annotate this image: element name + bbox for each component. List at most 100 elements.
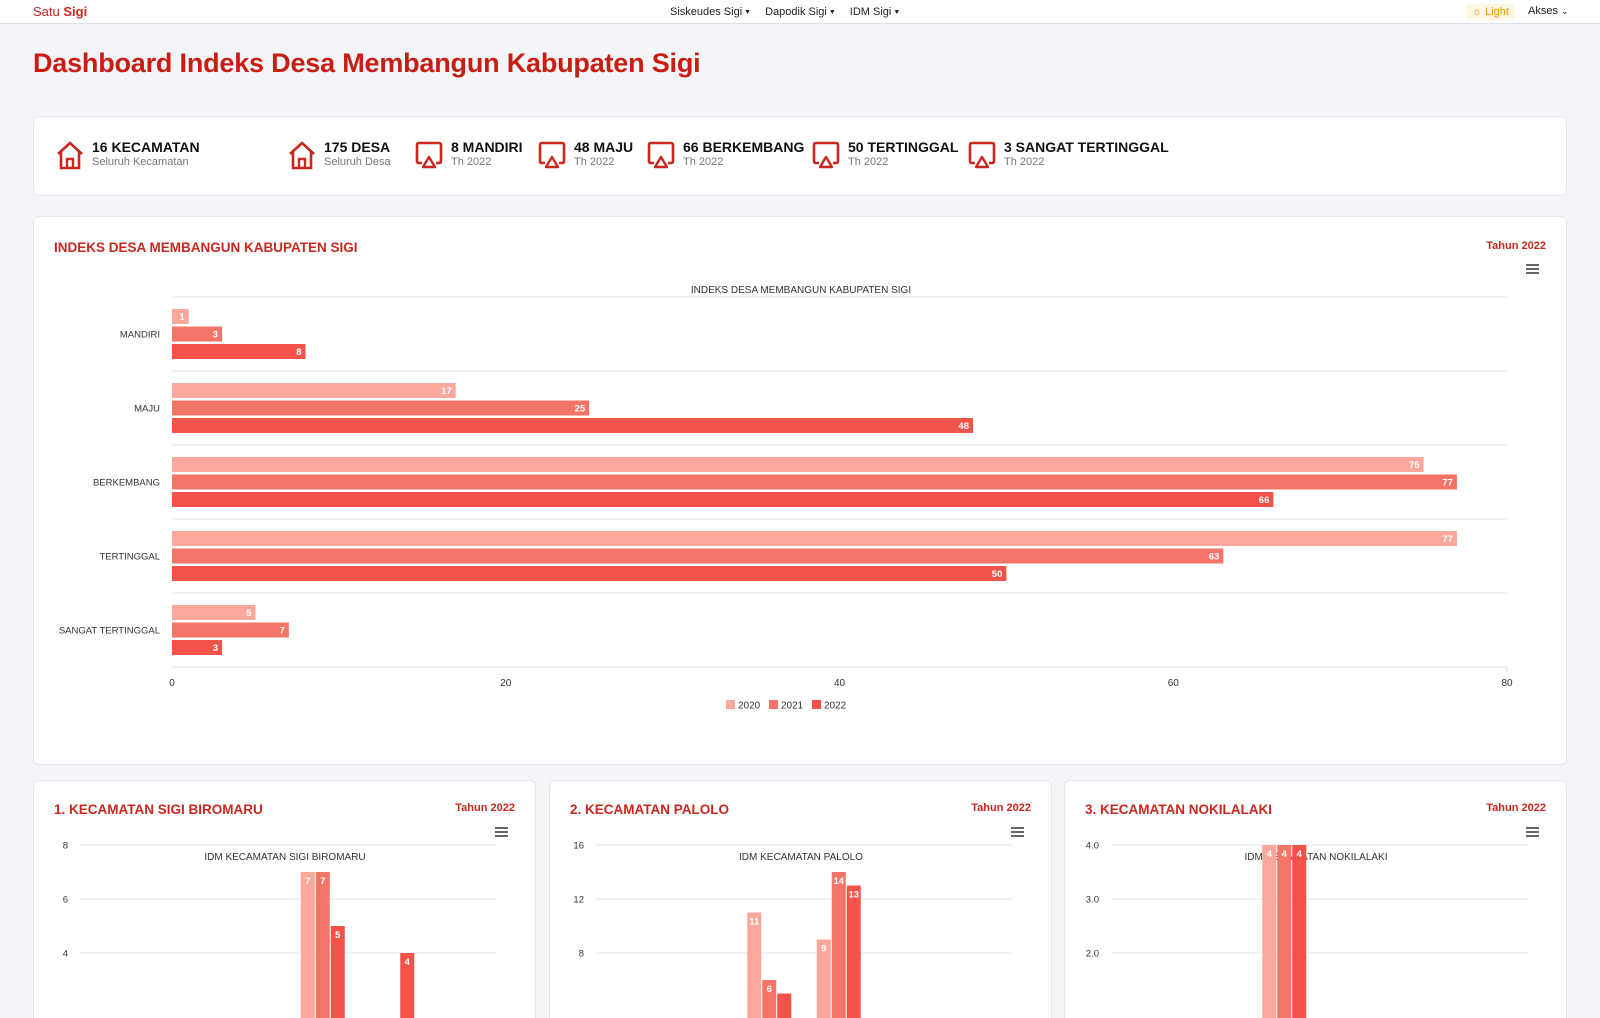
stat-desa: 175 DESA Seluruh Desa: [288, 139, 391, 171]
legend-label: 2022: [824, 701, 847, 712]
bar: [172, 605, 256, 620]
nav-dapodik-dropdown[interactable]: Dapodik Sigi ▼: [765, 6, 836, 18]
home-icon: [57, 141, 83, 170]
nav-siskeudes-dropdown[interactable]: Siskeudes Sigi ▼: [670, 6, 751, 18]
stat-subtitle: Th 2022: [574, 156, 615, 168]
sub-chart-card-year: Tahun 2022: [1486, 802, 1546, 814]
main-chart-card: INDEKS DESA MEMBANGUN KABUPATEN SIGI Tah…: [33, 216, 1567, 765]
stat-title: 175 DESA: [324, 139, 391, 155]
akses-dropdown[interactable]: Akses ⌄: [1528, 5, 1569, 17]
stat-tertinggal: 50 TERTINGGAL Th 2022: [812, 139, 958, 171]
sub-chart-card-title: 3. KECAMATAN NOKILALAKI: [1085, 802, 1272, 817]
brand-prefix: Satu: [33, 4, 60, 19]
bar-data-label: 77: [1442, 534, 1453, 545]
stat-subtitle: Th 2022: [683, 156, 724, 168]
bar: [816, 939, 831, 1018]
bar-data-label: 4: [405, 957, 411, 968]
nav-idm-label: IDM Sigi: [849, 6, 892, 18]
bar: [172, 566, 1007, 581]
main-chart-card-year: Tahun 2022: [1486, 240, 1546, 252]
bar: [300, 872, 315, 1018]
legend-label: 2020: [738, 701, 761, 712]
bar-data-label: 3: [213, 330, 218, 341]
brand-logo[interactable]: Satu Sigi: [33, 4, 87, 19]
bar: [172, 531, 1457, 546]
chart-menu-icon[interactable]: [1011, 827, 1024, 837]
legend-swatch: [812, 700, 821, 709]
y-tick-label: 3.0: [1086, 895, 1099, 906]
chart-menu-icon[interactable]: [495, 827, 508, 837]
sub-chart-card-2: 2. KECAMATAN PALOLO Tahun 2022 IDM KECAM…: [549, 780, 1052, 1018]
stat-subtitle: Th 2022: [848, 156, 889, 168]
main-bar-chart: INDEKS DESA MEMBANGUN KABUPATEN SIGI 0 20…: [59, 285, 1513, 712]
sub-bar-chart: IDM KECAMATAN PALOLO 8 12 16 11 6 9 14 13: [573, 841, 1013, 1018]
sub-chart-card-year: Tahun 2022: [971, 802, 1031, 814]
stat-title: 8 MANDIRI: [451, 139, 523, 155]
bar-data-label: 14: [833, 876, 844, 887]
stat-mandiri: 8 MANDIRI Th 2022: [415, 139, 523, 171]
sub-bar-chart: IDM KECAMATAN SIGI BIROMARU 4 6 8 7 7 5 4: [63, 841, 497, 1018]
chevron-down-icon: ⌄: [1561, 6, 1569, 16]
nav-siskeudes-label: Siskeudes Sigi: [670, 6, 743, 18]
bar: [172, 492, 1274, 507]
category-label: TERTINGGAL: [99, 552, 160, 563]
stat-title: 16 KECAMATAN: [92, 139, 200, 155]
bar: [172, 548, 1224, 564]
caret-down-icon: ▼: [893, 9, 901, 16]
legend-swatch: [769, 700, 778, 709]
theme-toggle-button[interactable]: ☼ Light: [1466, 4, 1515, 20]
y-tick-label: 12: [573, 895, 584, 906]
sun-icon: ☼: [1472, 6, 1483, 18]
bar: [315, 872, 330, 1018]
bar-data-label: 11: [749, 917, 760, 928]
y-tick-label: 2.0: [1086, 949, 1099, 960]
sub-chart-card-3: 3. KECAMATAN NOKILALAKI Tahun 2022 IDM K…: [1064, 780, 1567, 1018]
bar: [747, 912, 762, 1018]
category-label: MAJU: [134, 404, 160, 415]
sub-chart-card-1: 1. KECAMATAN SIGI BIROMARU Tahun 2022 ID…: [33, 780, 536, 1018]
stat-title: 48 MAJU: [574, 139, 634, 155]
main-chart-card-title: INDEKS DESA MEMBANGUN KABUPATEN SIGI: [54, 240, 358, 255]
bar-data-label: 5: [335, 930, 341, 941]
sub-chart-card-title: 1. KECAMATAN SIGI BIROMARU: [54, 802, 263, 817]
legend-swatch: [726, 700, 735, 709]
y-tick-label: 8: [63, 841, 68, 852]
bar-data-label: 1: [179, 312, 185, 323]
category-label: BERKEMBANG: [93, 478, 160, 489]
bar-data-label: 63: [1209, 552, 1220, 563]
category-label: SANGAT TERTINGGAL: [59, 626, 160, 637]
y-tick-label: 4.0: [1086, 841, 1099, 852]
legend-label: 2021: [781, 701, 804, 712]
x-tick-label: 60: [1168, 678, 1180, 689]
stat-title: 66 BERKEMBANG: [683, 139, 805, 155]
stat-sangat-tertinggal: 3 SANGAT TERTINGGAL Th 2022: [968, 139, 1169, 171]
bar-data-label: 13: [848, 890, 859, 901]
y-tick-label: 6: [63, 895, 68, 906]
stat-subtitle: Th 2022: [451, 156, 492, 168]
bar: [172, 383, 456, 398]
bar: [172, 400, 590, 416]
sub-chart-card-year: Tahun 2022: [455, 802, 515, 814]
bar-data-label: 4: [1282, 849, 1288, 860]
bar: [846, 885, 861, 1018]
bar-data-label: 4: [1267, 849, 1273, 860]
nav-idm-dropdown[interactable]: IDM Sigi ▼: [850, 6, 901, 18]
bar: [172, 326, 223, 342]
sub-chart-title: IDM KECAMATAN NOKILALAKI: [1245, 852, 1388, 863]
x-tick-label: 20: [500, 678, 512, 689]
bar-data-label: 7: [305, 876, 310, 887]
bar: [330, 926, 345, 1018]
bar: [172, 457, 1424, 472]
bar: [172, 418, 973, 433]
theme-toggle-label: Light: [1485, 6, 1509, 18]
y-tick-label: 8: [579, 949, 584, 960]
bar: [400, 953, 415, 1018]
chart-menu-icon[interactable]: [1526, 827, 1539, 837]
stat-title: 50 TERTINGGAL: [848, 139, 959, 155]
main-chart-title: INDEKS DESA MEMBANGUN KABUPATEN SIGI: [691, 285, 911, 296]
bar-data-label: 6: [767, 984, 772, 995]
caret-down-icon: ▼: [828, 9, 836, 16]
chart-menu-icon[interactable]: [1526, 264, 1539, 274]
stat-kecamatan: 16 KECAMATAN Seluruh Kecamatan: [56, 139, 200, 171]
bar-data-label: 3: [213, 643, 218, 654]
